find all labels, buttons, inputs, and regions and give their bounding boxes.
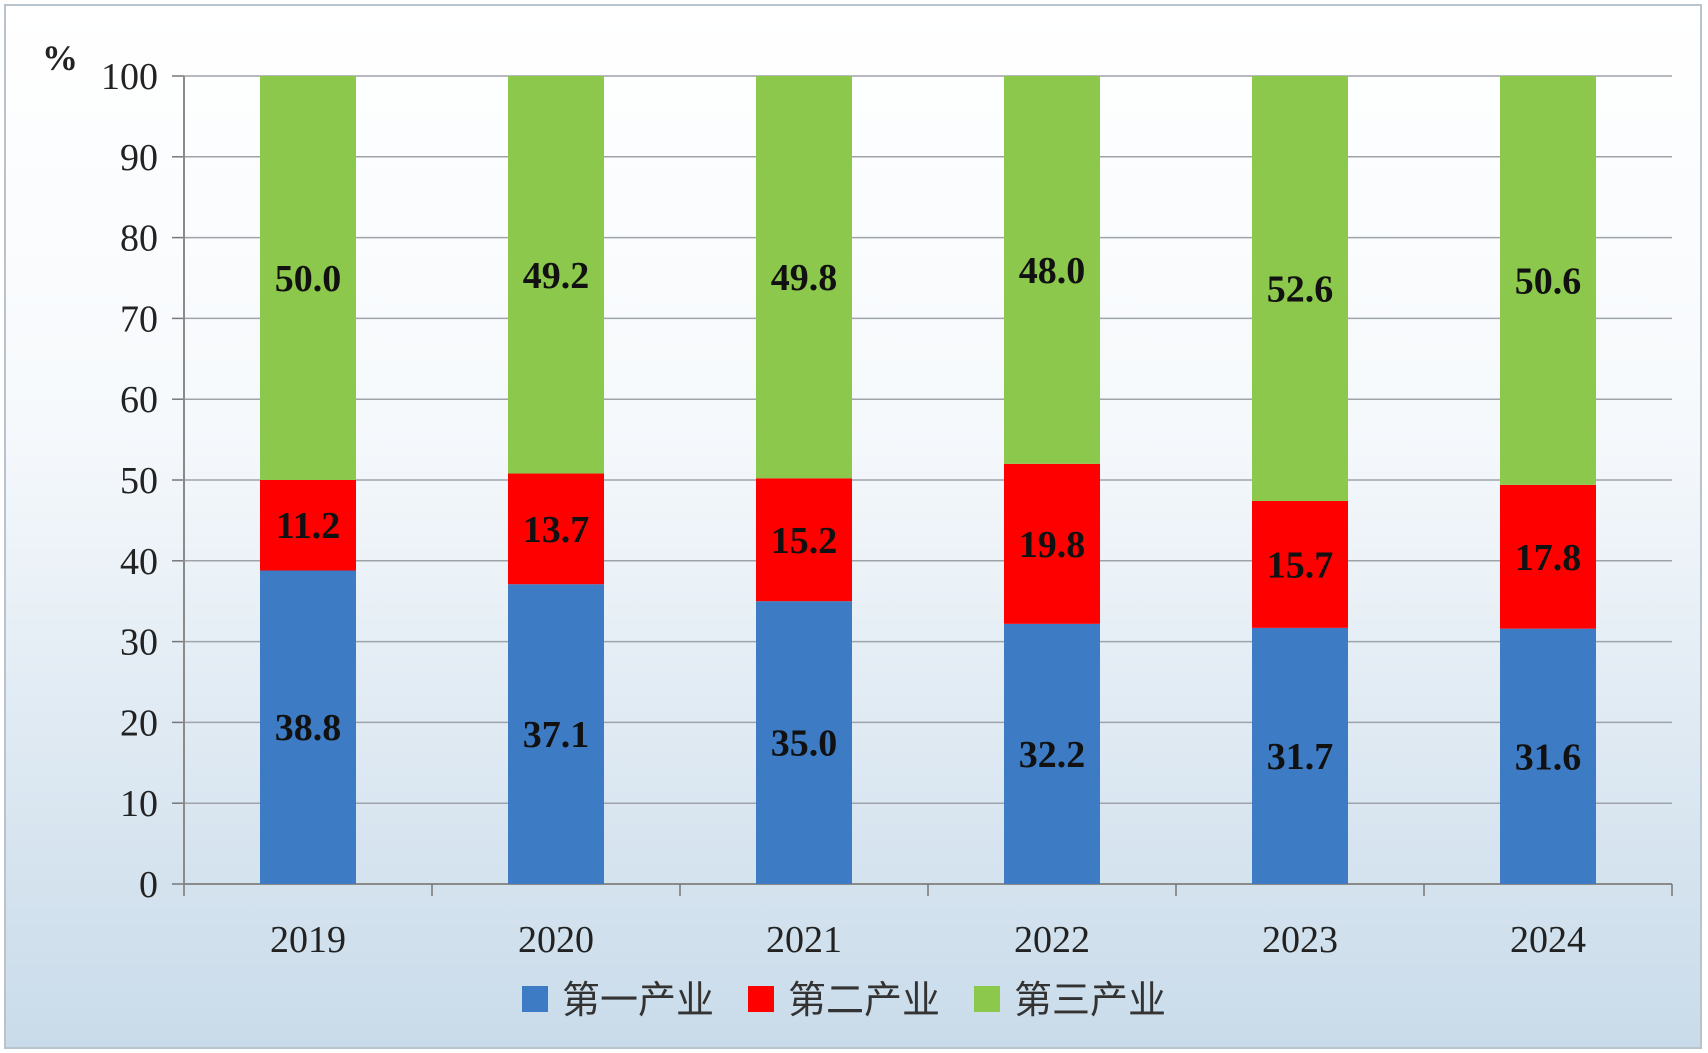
y-tick-label: 60 <box>120 379 158 421</box>
bars <box>260 76 1596 884</box>
y-tick-label: 90 <box>120 137 158 179</box>
legend-label: 第一产业 <box>562 978 714 1022</box>
y-tick-label: 80 <box>120 218 158 260</box>
y-tick-label: 50 <box>120 460 158 502</box>
data-label: 35.0 <box>771 723 838 765</box>
y-tick-label: 20 <box>120 702 158 744</box>
bar-2024-series-3 <box>1500 76 1596 485</box>
x-axis: 2019 2020 2021 2022 2023 2024 <box>183 884 1673 961</box>
data-label: 48.0 <box>1019 250 1086 292</box>
bar-2022-series-1 <box>1004 623 1100 884</box>
bar-2021-series-1 <box>756 601 852 884</box>
data-label: 11.2 <box>276 505 340 547</box>
data-label: 15.7 <box>1267 544 1334 586</box>
data-label: 19.8 <box>1019 524 1086 566</box>
data-label: 13.7 <box>523 509 590 551</box>
x-tick-label: 2019 <box>270 919 346 961</box>
data-label: 50.6 <box>1515 260 1582 302</box>
data-label: 50.0 <box>275 258 342 300</box>
bar-2019-series-1 <box>260 570 356 884</box>
x-tick-label: 2021 <box>766 919 842 961</box>
legend-label: 第三产业 <box>1014 978 1166 1022</box>
data-label: 49.8 <box>771 257 838 299</box>
bar-2022-series-3 <box>1004 76 1100 464</box>
legend-swatch <box>974 986 1000 1012</box>
bar-2022-series-2 <box>1004 463 1100 624</box>
bar-2024-series-1 <box>1500 628 1596 884</box>
data-label: 31.6 <box>1515 736 1582 778</box>
bar-2024-series-2 <box>1500 484 1596 629</box>
data-label: 17.8 <box>1515 537 1582 579</box>
data-label: 32.2 <box>1019 734 1086 776</box>
data-label: 49.2 <box>523 255 590 297</box>
bar-2023-series-3 <box>1252 76 1348 502</box>
bar-2020-series-3 <box>508 76 604 474</box>
y-unit-label: % <box>42 38 78 78</box>
legend: 第一产业 第二产业 第三产业 <box>522 978 1166 1022</box>
y-tick-label: 0 <box>139 864 158 906</box>
y-tick-label: 70 <box>120 298 158 340</box>
bar-2019-series-3 <box>260 76 356 480</box>
y-axis: 0 10 20 30 40 50 60 70 80 90 100 <box>101 56 185 906</box>
bar-2021-series-3 <box>756 76 852 479</box>
x-tick-label: 2020 <box>518 919 594 961</box>
data-labels: 38.8 11.2 50.0 37.1 13.7 49.2 35.0 15.2 49.8 32.2… <box>275 250 1582 778</box>
bar-2023-series-2 <box>1252 501 1348 628</box>
bar-2023-series-1 <box>1252 627 1348 884</box>
legend-swatch <box>748 986 774 1012</box>
x-tick-label: 2024 <box>1510 919 1586 961</box>
legend-label: 第二产业 <box>788 978 940 1022</box>
y-tick-label: 30 <box>120 622 158 664</box>
x-tick-label: 2023 <box>1262 919 1338 961</box>
x-tick-label: 2022 <box>1014 919 1090 961</box>
y-tick-label: 10 <box>120 783 158 825</box>
gridlines <box>184 75 1672 885</box>
data-label: 52.6 <box>1267 269 1334 311</box>
y-tick-label: 40 <box>120 541 158 583</box>
data-label: 15.2 <box>771 520 838 562</box>
data-label: 37.1 <box>523 714 590 756</box>
bar-2021-series-2 <box>756 478 852 602</box>
bar-2019-series-2 <box>260 480 356 571</box>
bar-2020-series-2 <box>508 473 604 585</box>
y-tick-label: 100 <box>101 56 158 98</box>
bar-2020-series-1 <box>508 584 604 884</box>
legend-swatch <box>522 986 548 1012</box>
data-label: 38.8 <box>275 707 342 749</box>
data-label: 31.7 <box>1267 736 1334 778</box>
